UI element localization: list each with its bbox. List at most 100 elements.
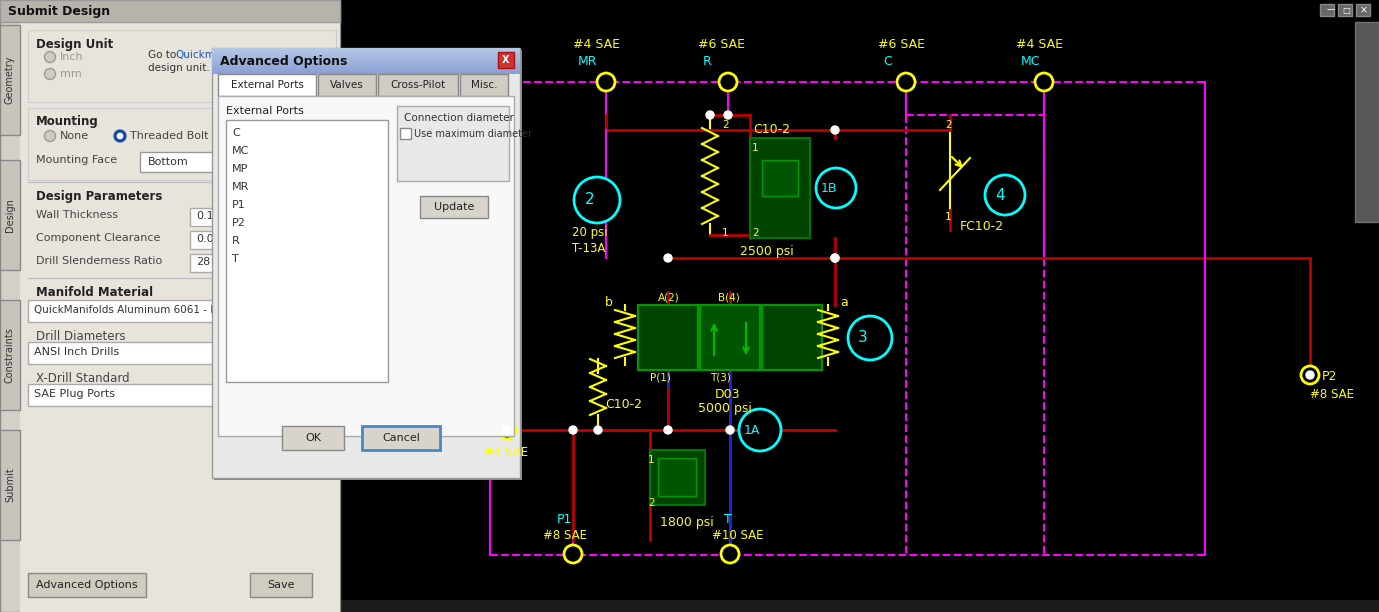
Bar	[0, 0, 341, 22]
Bar	[212, 68, 520, 69]
Circle shape	[44, 69, 55, 80]
Bar	[218, 96, 514, 436]
Text: SAE Plug Ports: SAE Plug Ports	[34, 389, 114, 399]
Bar	[218, 74, 316, 96]
Bar	[190, 231, 248, 249]
Text: Design Unit: Design Unit	[36, 38, 113, 51]
Bar	[397, 106, 509, 181]
Text: 2: 2	[752, 228, 758, 238]
Text: P(1): P(1)	[650, 373, 670, 383]
Circle shape	[985, 175, 1025, 215]
Bar	[212, 48, 520, 74]
Bar	[750, 138, 809, 238]
Text: #4 SAE: #4 SAE	[484, 446, 528, 459]
Text: Go to: Go to	[148, 50, 179, 60]
Text: B(4): B(4)	[718, 292, 739, 302]
Circle shape	[1036, 73, 1054, 91]
Text: T(3): T(3)	[710, 373, 731, 383]
Text: D03: D03	[714, 388, 741, 401]
Text: T-13A: T-13A	[572, 242, 605, 255]
Text: MC: MC	[232, 146, 250, 156]
Text: MR: MR	[232, 182, 250, 192]
Text: Inch: Inch	[61, 52, 84, 62]
Text: Mounting Face: Mounting Face	[36, 155, 117, 165]
Circle shape	[848, 316, 892, 360]
Bar	[0, 25, 21, 135]
Text: Use maximum diameter: Use maximum diameter	[414, 129, 532, 139]
Text: Design: Design	[6, 198, 15, 232]
Bar	[212, 63, 520, 64]
Text: #10 SAE: #10 SAE	[712, 529, 764, 542]
Bar	[638, 305, 698, 370]
Text: Drill Diameters: Drill Diameters	[36, 330, 125, 343]
Bar	[28, 108, 336, 180]
Polygon shape	[280, 349, 292, 357]
Text: OK: OK	[305, 433, 321, 443]
Bar	[190, 254, 248, 272]
Bar	[212, 73, 520, 74]
Text: R: R	[703, 55, 712, 68]
Text: A(2): A(2)	[658, 292, 680, 302]
Bar	[212, 59, 520, 60]
Text: Advanced Options: Advanced Options	[36, 580, 138, 590]
Bar	[212, 58, 520, 59]
Text: ×: ×	[1360, 5, 1368, 15]
Bar	[212, 55, 520, 56]
Bar	[212, 67, 520, 68]
Text: □: □	[1342, 6, 1350, 15]
Text: Constraints: Constraints	[6, 327, 15, 383]
Circle shape	[721, 545, 739, 563]
Text: T: T	[724, 513, 732, 526]
Bar	[212, 70, 520, 71]
Text: 0.03: 0.03	[196, 234, 221, 244]
Text: #6 SAE: #6 SAE	[878, 38, 925, 51]
Bar	[250, 573, 312, 597]
Bar	[212, 50, 520, 51]
Bar	[212, 49, 520, 50]
Bar	[281, 426, 343, 450]
Circle shape	[44, 51, 55, 62]
Circle shape	[832, 254, 838, 262]
Bar	[461, 74, 507, 96]
Text: Save: Save	[268, 580, 295, 590]
Circle shape	[114, 130, 125, 141]
Circle shape	[44, 130, 55, 141]
Bar	[212, 52, 520, 53]
Text: 2500 psi: 2500 psi	[741, 245, 794, 258]
Text: 1: 1	[945, 212, 952, 222]
Circle shape	[739, 409, 781, 451]
Text: IP: IP	[487, 412, 498, 425]
Bar	[1338, 4, 1351, 16]
Text: Submit: Submit	[6, 468, 15, 502]
Text: 1A: 1A	[743, 424, 760, 436]
Bar	[650, 450, 705, 505]
Text: 1800 psi: 1800 psi	[661, 516, 714, 529]
Text: C: C	[232, 128, 240, 138]
Text: Cancel: Cancel	[382, 433, 421, 443]
Text: Cross-Pilot: Cross-Pilot	[390, 80, 445, 90]
Bar	[763, 305, 822, 370]
Text: C10-2: C10-2	[605, 398, 643, 411]
Text: Misc.: Misc.	[470, 80, 498, 90]
Text: 2: 2	[585, 193, 594, 207]
Text: X-Drill Standard: X-Drill Standard	[36, 372, 130, 385]
Bar	[319, 74, 376, 96]
Text: FC10-2: FC10-2	[960, 220, 1004, 233]
Text: 1: 1	[648, 455, 655, 465]
Text: 2: 2	[723, 120, 728, 130]
Text: #4 SAE: #4 SAE	[574, 38, 621, 51]
Text: #4 SAE: #4 SAE	[1016, 38, 1063, 51]
Text: 1: 1	[723, 228, 728, 238]
Text: None: None	[61, 131, 90, 141]
Text: 1B: 1B	[821, 182, 837, 195]
Bar	[212, 48, 520, 49]
Bar	[498, 52, 514, 68]
Circle shape	[498, 421, 516, 439]
Text: C10-2: C10-2	[753, 123, 790, 136]
Bar	[28, 30, 336, 102]
Bar	[0, 160, 21, 270]
Bar	[0, 300, 21, 410]
Bar	[212, 56, 520, 57]
Text: 0.188: 0.188	[196, 211, 228, 221]
Text: P2: P2	[1322, 370, 1338, 383]
